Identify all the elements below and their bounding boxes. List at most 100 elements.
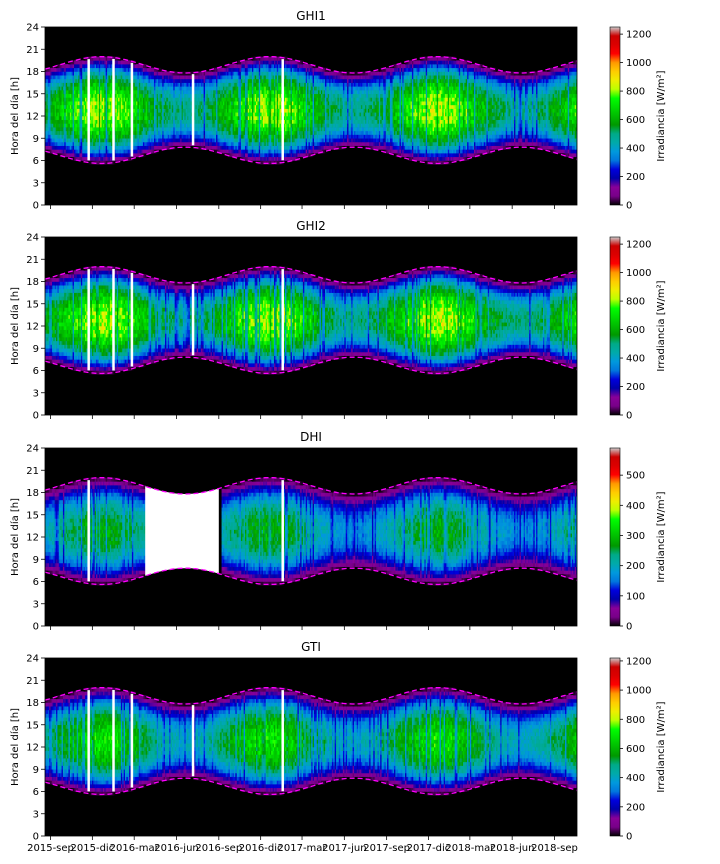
heatmap-cell [140, 153, 142, 158]
heatmap-cell [271, 156, 274, 161]
heatmap-cell [256, 153, 258, 158]
heatmap-cell [148, 104, 151, 109]
heatmap-cell [101, 116, 104, 121]
heatmap-cell [247, 141, 250, 146]
heatmap-cell [188, 123, 191, 128]
heatmap-cell [195, 75, 198, 80]
heatmap-cell [71, 149, 73, 154]
heatmap-cell [115, 86, 118, 91]
heatmap-cell [165, 86, 167, 91]
heatmap-cell [71, 134, 73, 139]
heatmap-cell [101, 160, 104, 165]
heatmap-cell [291, 130, 294, 135]
heatmap-cell [65, 149, 68, 154]
heatmap-cell [101, 60, 104, 65]
heatmap-cell [267, 116, 269, 121]
heatmap-cell [151, 138, 153, 143]
heatmap-cell [308, 67, 311, 72]
heatmap-cell [145, 104, 148, 109]
heatmap-cell [242, 78, 245, 83]
heatmap-cell [232, 141, 235, 146]
heatmap-cell [209, 138, 211, 143]
heatmap-cell [293, 145, 296, 150]
heatmap-cell [232, 149, 235, 154]
heatmap-cell [256, 56, 258, 61]
heatmap-cell [302, 116, 305, 121]
heatmap-cell [287, 67, 290, 72]
heatmap-cell [68, 90, 71, 95]
heatmap-cell [242, 119, 245, 124]
heatmap-cell [315, 93, 318, 98]
heatmap-cell [180, 138, 182, 143]
heatmap-cell [225, 101, 228, 106]
heatmap-cell [243, 67, 246, 72]
heatmap-cell [102, 145, 105, 150]
heatmap-cell [257, 127, 260, 132]
heatmap-cell [213, 75, 216, 80]
heatmap-cell [200, 93, 203, 98]
heatmap-cell [250, 75, 253, 80]
heatmap-cell [313, 119, 316, 124]
heatmap-cell [97, 134, 100, 139]
heatmap-cell [189, 75, 192, 80]
heatmap-cell [148, 90, 151, 95]
heatmap-cell [220, 75, 222, 80]
heatmap-cell [167, 75, 170, 80]
heatmap-cell [232, 78, 235, 83]
heatmap-cell [218, 93, 221, 98]
heatmap-cell [100, 101, 102, 106]
heatmap-cell [116, 130, 119, 135]
heatmap-cell [174, 130, 177, 135]
heatmap-cell [156, 112, 159, 117]
heatmap-cell [262, 145, 265, 150]
heatmap-cell [47, 71, 50, 76]
heatmap-cell [145, 86, 148, 91]
heatmap-cell [58, 90, 61, 95]
heatmap-cell [262, 86, 265, 91]
heatmap-cell [141, 64, 144, 69]
heatmap-cell [65, 134, 68, 139]
heatmap-cell [129, 116, 131, 121]
heatmap-cell [253, 75, 256, 80]
heatmap-cell [155, 97, 158, 102]
heatmap-cell [287, 78, 290, 83]
heatmap-cell [213, 145, 216, 150]
heatmap-cell [156, 127, 159, 132]
heatmap-cell [98, 149, 101, 154]
heatmap-cell [279, 134, 282, 139]
heatmap-cell [60, 153, 62, 158]
heatmap-cell [47, 75, 50, 80]
heatmap-cell [49, 104, 51, 109]
heatmap-cell [109, 60, 112, 65]
heatmap-cell [199, 145, 202, 150]
heatmap-cell [147, 130, 149, 135]
heatmap-cell [287, 82, 290, 87]
heatmap-cell [269, 141, 272, 146]
heatmap-cell [108, 116, 111, 121]
heatmap-cell [311, 82, 314, 87]
heatmap-cell [258, 93, 261, 98]
heatmap-cell [131, 60, 134, 65]
heatmap-cell [100, 130, 102, 135]
heatmap-cell [174, 127, 177, 132]
heatmap-cell [253, 97, 256, 102]
heatmap-cell [213, 134, 216, 139]
heatmap-cell [290, 116, 293, 121]
heatmap-cell [238, 141, 240, 146]
heatmap-cell [276, 119, 279, 124]
heatmap-cell [271, 56, 274, 61]
heatmap-cell [181, 86, 184, 91]
heatmap-cell [47, 67, 50, 72]
heatmap-cell [195, 141, 198, 146]
heatmap-cell [96, 156, 98, 161]
heatmap-cell [116, 149, 119, 154]
heatmap-cell [79, 75, 82, 80]
heatmap-cell [205, 93, 207, 98]
heatmap-cell [86, 78, 89, 83]
heatmap-cell [182, 138, 185, 143]
heatmap-cell [57, 97, 60, 102]
heatmap-cell [144, 64, 147, 69]
heatmap-cell [83, 134, 86, 139]
heatmap-cell [271, 153, 274, 158]
heatmap-cell [247, 67, 250, 72]
